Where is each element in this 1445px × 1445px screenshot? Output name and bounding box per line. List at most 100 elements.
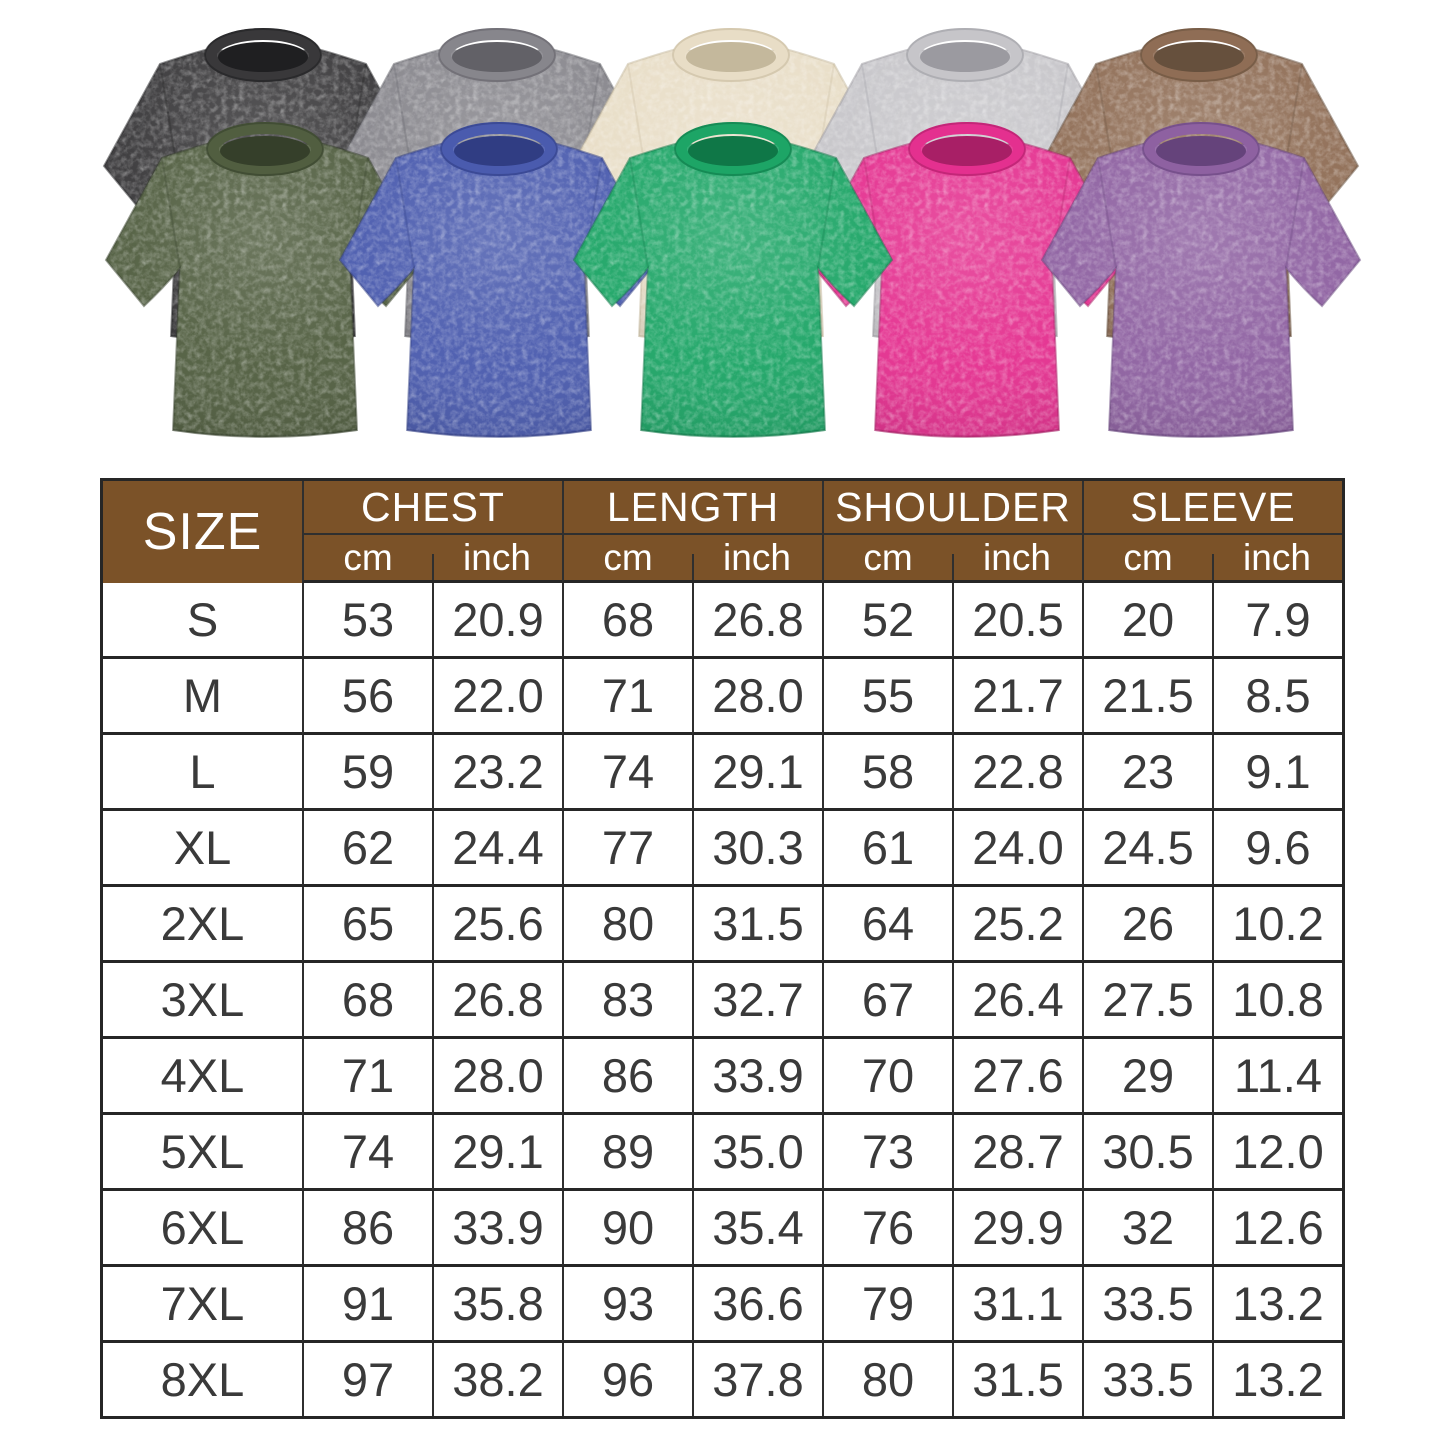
measurement-value: 31.1 [952, 1267, 1082, 1343]
measurement-value: 77 [562, 811, 692, 887]
measurement-value: 61 [822, 811, 952, 887]
measurement-value: 38.2 [432, 1343, 562, 1416]
measurement-value: 36.6 [692, 1267, 822, 1343]
tshirt-green [568, 112, 898, 442]
column-header-sleeve: SLEEVE [1082, 481, 1342, 535]
measurement-value: 35.4 [692, 1191, 822, 1267]
measurement-value: 97 [302, 1343, 432, 1416]
measurement-value: 71 [302, 1039, 432, 1115]
measurement-value: 56 [302, 659, 432, 735]
measurement-value: 33.5 [1082, 1267, 1212, 1343]
measurement-value: 25.6 [432, 887, 562, 963]
measurement-value: 28.0 [432, 1039, 562, 1115]
measurement-value: 21.7 [952, 659, 1082, 735]
measurement-value: 29.1 [692, 735, 822, 811]
measurement-value: 25.2 [952, 887, 1082, 963]
measurement-value: 31.5 [692, 887, 822, 963]
tshirt-rose-pink [802, 112, 1132, 442]
tshirt-purple [1036, 112, 1366, 442]
size-row-5XL: 5XL 74 29.1 89 35.0 73 28.7 30.5 12.0 [103, 1115, 1342, 1191]
column-header-size: SIZE [103, 481, 302, 583]
measurement-value: 13.2 [1212, 1343, 1342, 1416]
unit-header-shoulder-cm: cm [822, 535, 952, 583]
measurement-value: 9.6 [1212, 811, 1342, 887]
measurement-value: 65 [302, 887, 432, 963]
measurement-value: 33.5 [1082, 1343, 1212, 1416]
measurement-value: 93 [562, 1267, 692, 1343]
measurement-value: 35.8 [432, 1267, 562, 1343]
size-row-M: M 56 22.0 71 28.0 55 21.7 21.5 8.5 [103, 659, 1342, 735]
tshirt-blue-graphic [338, 122, 660, 438]
size-label: 8XL [103, 1343, 302, 1416]
size-label: 6XL [103, 1191, 302, 1267]
unit-header-length-cm: cm [562, 535, 692, 583]
unit-header-sleeve-inch: inch [1212, 535, 1342, 583]
size-label: 7XL [103, 1267, 302, 1343]
tshirt-rose-pink-graphic [806, 122, 1128, 438]
size-row-8XL: 8XL 97 38.2 96 37.8 80 31.5 33.5 13.2 [103, 1343, 1342, 1416]
measurement-value: 83 [562, 963, 692, 1039]
unit-header-chest-inch: inch [432, 535, 562, 583]
measurement-value: 29 [1082, 1039, 1212, 1115]
measurement-value: 52 [822, 583, 952, 659]
unit-header-sleeve-cm: cm [1082, 535, 1212, 583]
measurement-value: 20.5 [952, 583, 1082, 659]
size-row-7XL: 7XL 91 35.8 93 36.6 79 31.1 33.5 13.2 [103, 1267, 1342, 1343]
measurement-value: 55 [822, 659, 952, 735]
measurement-value: 74 [302, 1115, 432, 1191]
measurement-value: 22.0 [432, 659, 562, 735]
measurement-value: 68 [302, 963, 432, 1039]
measurement-value: 28.7 [952, 1115, 1082, 1191]
measurement-value: 26.8 [432, 963, 562, 1039]
tshirt-army-green [100, 112, 430, 442]
measurement-value: 31.5 [952, 1343, 1082, 1416]
measurement-value: 74 [562, 735, 692, 811]
size-label: 5XL [103, 1115, 302, 1191]
header-row-main: SIZE CHEST LENGTH SHOULDER SLEEVE [103, 481, 1342, 583]
measurement-value: 33.9 [692, 1039, 822, 1115]
measurement-value: 62 [302, 811, 432, 887]
size-label: 2XL [103, 887, 302, 963]
measurement-value: 26 [1082, 887, 1212, 963]
size-label: M [103, 659, 302, 735]
measurement-value: 26.4 [952, 963, 1082, 1039]
measurement-value: 29.9 [952, 1191, 1082, 1267]
unit-header-chest-cm: cm [302, 535, 432, 583]
size-row-3XL: 3XL 68 26.8 83 32.7 67 26.4 27.5 10.8 [103, 963, 1342, 1039]
size-chart-table: SIZE CHEST LENGTH SHOULDER SLEEVE cm inc… [100, 478, 1345, 1419]
measurement-value: 30.5 [1082, 1115, 1212, 1191]
unit-header-length-inch: inch [692, 535, 822, 583]
measurement-value: 76 [822, 1191, 952, 1267]
measurement-value: 27.6 [952, 1039, 1082, 1115]
measurement-value: 26.8 [692, 583, 822, 659]
measurement-value: 20.9 [432, 583, 562, 659]
size-row-S: S 53 20.9 68 26.8 52 20.5 20 7.9 [103, 583, 1342, 659]
measurement-value: 91 [302, 1267, 432, 1343]
measurement-value: 24.4 [432, 811, 562, 887]
measurement-value: 21.5 [1082, 659, 1212, 735]
measurement-value: 96 [562, 1343, 692, 1416]
size-row-L: L 59 23.2 74 29.1 58 22.8 23 9.1 [103, 735, 1342, 811]
measurement-value: 68 [562, 583, 692, 659]
measurement-value: 11.4 [1212, 1039, 1342, 1115]
measurement-value: 73 [822, 1115, 952, 1191]
tshirt-color-gallery [0, 0, 1445, 478]
tshirt-purple-graphic [1040, 122, 1362, 438]
measurement-value: 33.9 [432, 1191, 562, 1267]
measurement-value: 12.0 [1212, 1115, 1342, 1191]
measurement-value: 13.2 [1212, 1267, 1342, 1343]
size-label: XL [103, 811, 302, 887]
measurement-value: 89 [562, 1115, 692, 1191]
measurement-value: 79 [822, 1267, 952, 1343]
measurement-value: 35.0 [692, 1115, 822, 1191]
measurement-value: 9.1 [1212, 735, 1342, 811]
size-label: S [103, 583, 302, 659]
measurement-value: 23.2 [432, 735, 562, 811]
measurement-value: 86 [302, 1191, 432, 1267]
tshirt-green-graphic [572, 122, 894, 438]
size-chart: SIZE CHEST LENGTH SHOULDER SLEEVE cm inc… [100, 478, 1345, 1419]
measurement-value: 32.7 [692, 963, 822, 1039]
tshirt-army-green-graphic [104, 122, 426, 438]
column-header-chest: CHEST [302, 481, 562, 535]
